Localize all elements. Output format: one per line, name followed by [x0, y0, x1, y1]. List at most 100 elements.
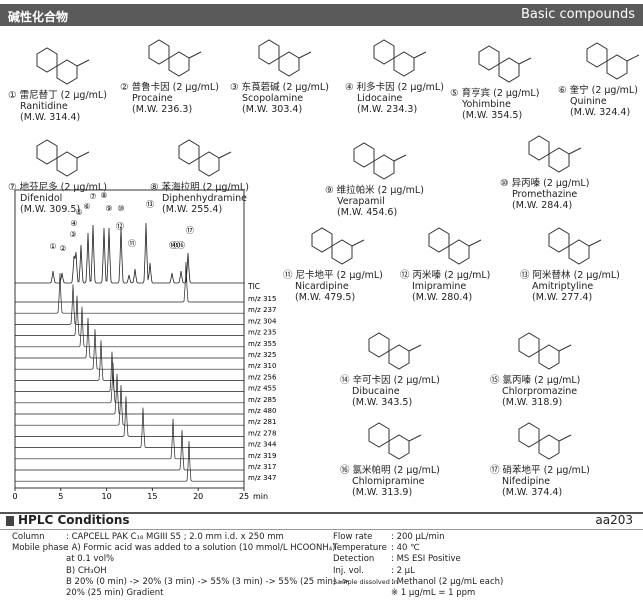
x-tick-label: 15: [147, 492, 157, 501]
compound-label: ⑯ 氯米帕明 (2 μg/mL) Chlomipramine (M.W. 313.9…: [340, 465, 440, 498]
compound-conc: (2 μg/mL): [377, 185, 424, 196]
condition-key: Inj. vol.: [333, 565, 364, 576]
condition-key: Temperature: [333, 543, 387, 554]
condition-key: Flow rate: [333, 532, 373, 542]
compound-name-en: Chlorpromazine: [502, 386, 578, 397]
compound-name-cn: 东莨菪碱: [241, 82, 280, 93]
compound-conc: (2 μg/mL): [393, 465, 440, 476]
compound-name-cn: 辛可卡因: [352, 375, 391, 386]
mz-trace: [15, 385, 244, 426]
mz-trace: [15, 441, 244, 482]
tic-label: TIC: [247, 282, 260, 291]
mz-trace: [15, 329, 244, 370]
compound-number: ⑬: [520, 270, 530, 281]
compound-number: ⑨: [325, 185, 334, 196]
structure: [311, 227, 365, 265]
condition-value: : Methanol (2 μg/mL each): [391, 576, 504, 587]
compound-title: ⑦ 地芬尼多 (2 μg/mL): [8, 182, 107, 193]
compound-title: ⑮ 氯丙嗪 (2 μg/mL): [490, 375, 580, 386]
compound-name-en: Nifedipine: [502, 476, 551, 487]
condition-key: Sample dissolved in: [333, 577, 398, 586]
compound-name-en: Ranitidine: [20, 101, 68, 112]
mz-trace: [15, 407, 244, 448]
condition-value: ※ 1 μg/mL = 1 ppm: [391, 588, 476, 598]
compound-name-cn: 硝苯地平: [502, 465, 541, 476]
compound-conc: (2 μg/mL): [534, 375, 581, 386]
peak-label: ⑰: [186, 226, 194, 235]
header-title-cn: 碱性化合物: [8, 10, 69, 24]
mz-label: m/z 281: [248, 418, 276, 426]
compound-name-en: Lidocaine: [357, 93, 403, 104]
compound-label: ⑪ 尼卡地平 (2 μg/mL) Nicardipine (M.W. 479.5): [283, 270, 383, 303]
mz-trace: [15, 306, 244, 348]
compound-name-en: Yohimbine: [462, 99, 511, 110]
compound-number: ⑤: [450, 88, 459, 99]
structure: [586, 42, 640, 80]
structure: [368, 332, 422, 370]
compound-name-en: Difenidol: [20, 193, 63, 204]
compound-number: ⑫: [400, 270, 410, 281]
compound-conc: (2 μg/mL): [172, 82, 219, 93]
structure: [368, 422, 422, 460]
compound-name-en: Amitriptyline: [532, 281, 594, 292]
condition-value: B) CH₃OH: [66, 565, 107, 576]
compound-title: ② 普鲁卡因 (2 μg/mL): [120, 82, 219, 93]
compound-conc: (2 μg/mL): [202, 182, 249, 193]
compound-conc: (2 μg/mL): [60, 90, 107, 101]
compound-conc: (2 μg/mL): [60, 182, 107, 193]
mz-label: m/z 455: [248, 385, 276, 393]
compound-name-cn: 丙米嗪: [412, 270, 442, 281]
tic-trace: [15, 222, 244, 284]
compound-number: ②: [120, 82, 129, 93]
compound-name-en: Quinine: [570, 96, 607, 107]
compound-title: ⑫ 丙米嗪 (2 μg/mL): [400, 270, 490, 281]
compound-mw: (M.W. 309.5): [20, 204, 81, 215]
compound-conc: (2 μg/mL): [444, 270, 491, 281]
structure: [36, 47, 90, 85]
compound-name-cn: 地芬尼多: [19, 182, 58, 193]
compound-label: ⑧ 苯海拉明 (2 μg/mL) Diphenhydramine (M.W. 255…: [150, 182, 249, 215]
x-unit: min: [253, 492, 268, 501]
structure: [518, 332, 572, 370]
compound-label: ⑦ 地芬尼多 (2 μg/mL) Difenidol (M.W. 309.5): [8, 182, 107, 215]
mz-trace: [15, 362, 244, 404]
peak-label: ⑯: [177, 241, 185, 250]
conditions-title: HPLC Conditions: [18, 513, 130, 527]
compound-mw: (M.W. 277.4): [532, 292, 593, 303]
compound-mw: (M.W. 280.4): [412, 292, 473, 303]
compound-label: ② 普鲁卡因 (2 μg/mL) Procaine (M.W. 236.3): [120, 82, 219, 115]
compound-title: ⑤ 育亨宾 (2 μg/mL): [450, 88, 539, 99]
compound-title: ⑨ 维拉帕米 (2 μg/mL): [325, 185, 424, 196]
compound-number: ①: [8, 90, 17, 101]
compound-name-en: Verapamil: [337, 196, 385, 207]
compound-mw: (M.W. 454.6): [337, 207, 398, 218]
mz-label: m/z 317: [248, 463, 276, 471]
compound-label: ⑤ 育亨宾 (2 μg/mL) Yohimbine (M.W. 354.5): [450, 88, 539, 121]
structure: [428, 227, 482, 265]
conditions-bar: [0, 512, 643, 530]
x-tick-label: 25: [239, 492, 249, 501]
compound-conc: (2 μg/mL): [543, 178, 590, 189]
peak-label: ⑪: [128, 239, 136, 248]
compound-number: ③: [230, 82, 239, 93]
peak-label: ⑦: [89, 192, 96, 201]
condition-key: Mobile phase: [12, 543, 69, 554]
x-tick-label: 5: [58, 492, 63, 501]
peak-label: ⑩: [117, 204, 124, 213]
structure: [548, 227, 602, 265]
x-tick-label: 0: [12, 492, 17, 501]
condition-key: Detection: [333, 554, 375, 565]
structure: [258, 39, 312, 77]
compound-mw: (M.W. 234.3): [357, 104, 418, 115]
mz-label: m/z 278: [248, 429, 276, 437]
structure: [148, 39, 202, 77]
compound-conc: (2 μg/mL): [393, 375, 440, 386]
structure: [353, 142, 407, 180]
compound-name-cn: 氯丙嗪: [502, 375, 532, 386]
compound-name-en: Promethazine: [512, 189, 578, 200]
compound-label: ⑫ 丙米嗪 (2 μg/mL) Imipramine (M.W. 280.4): [400, 270, 490, 303]
compound-name-en: Chlomipramine: [352, 476, 425, 487]
compound-name-cn: 异丙嗪: [511, 178, 541, 189]
